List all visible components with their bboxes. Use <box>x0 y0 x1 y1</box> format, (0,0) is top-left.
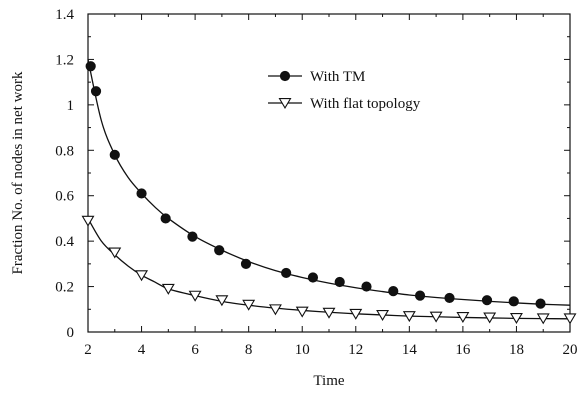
series-1-point <box>481 295 493 306</box>
series-markers <box>81 61 577 325</box>
series-2-point <box>429 311 443 323</box>
series-1-point <box>334 276 345 288</box>
legend-label-2: With flat topology <box>310 96 421 112</box>
x-tick-label: 4 <box>138 342 146 358</box>
series-2-point <box>135 270 149 282</box>
series-2-point <box>161 283 175 295</box>
series-1-point <box>109 149 120 160</box>
series-1-point <box>136 188 147 199</box>
y-tick-label: 0.2 <box>55 280 74 296</box>
x-tick-label: 20 <box>563 342 578 358</box>
y-tick-label: 1.2 <box>55 52 74 68</box>
series-2-point <box>349 308 363 320</box>
y-axis-label: Fraction No. of nodes in net work <box>10 71 26 274</box>
series-2-point <box>563 313 577 325</box>
series-1-point <box>508 296 519 307</box>
plot-frame <box>87 13 571 333</box>
x-tick-label: 10 <box>295 342 310 358</box>
y-tick-label: 1 <box>67 98 75 114</box>
series-2-point <box>536 313 550 325</box>
y-tick-label: 0 <box>67 325 75 341</box>
legend-label-1: With TM <box>310 69 365 85</box>
series-2-point <box>242 299 256 311</box>
series-1-point <box>281 267 292 279</box>
series-1-point <box>214 245 225 256</box>
series-1-point <box>444 292 455 304</box>
y-tick-label: 0.8 <box>55 143 74 159</box>
y-tick-label: 1.4 <box>55 7 74 23</box>
series-2-point <box>108 247 122 259</box>
x-tick-label: 18 <box>509 342 524 358</box>
axis-ticks: 2 4 6 8 10 12 14 16 18 20 0 0.2 0.4 0.6 0.8 1 1.2 1.4 <box>55 7 577 358</box>
legend-marker-1 <box>279 70 291 82</box>
series-2-point <box>322 307 336 319</box>
series-1-point <box>240 258 252 269</box>
series-2-point <box>456 312 470 324</box>
series-2-point <box>188 290 202 302</box>
x-tick-label: 8 <box>245 342 253 358</box>
legend: With TM With flat topology <box>268 69 421 112</box>
series-1-point <box>307 272 319 283</box>
y-tick-label: 0.6 <box>55 189 74 205</box>
series-1-point <box>388 286 399 297</box>
series-line-2 <box>87 218 571 320</box>
x-tick-label: 16 <box>455 342 471 358</box>
legend-marker-2 <box>278 98 292 110</box>
x-tick-label: 2 <box>84 342 92 358</box>
y-tick-label: 0.4 <box>55 234 74 250</box>
series-1-point <box>414 290 426 301</box>
x-axis-label: Time <box>313 373 344 389</box>
series-2-point <box>483 312 497 324</box>
series-2-point <box>268 304 282 316</box>
series-1-point <box>361 281 372 292</box>
series-1-point <box>90 86 102 97</box>
series-1-point <box>187 231 198 242</box>
series-1-point <box>535 298 546 309</box>
series-1-point <box>85 61 96 72</box>
series-2-point <box>81 215 95 227</box>
x-tick-label: 6 <box>191 342 199 358</box>
x-tick-label: 12 <box>348 342 363 358</box>
series-2-point <box>402 311 416 323</box>
series-2-point <box>376 310 390 321</box>
series-2-point <box>295 306 309 318</box>
series-2-point <box>509 312 523 324</box>
x-tick-label: 14 <box>402 342 418 358</box>
series-2-point <box>215 295 229 307</box>
series-1-point <box>160 213 171 224</box>
